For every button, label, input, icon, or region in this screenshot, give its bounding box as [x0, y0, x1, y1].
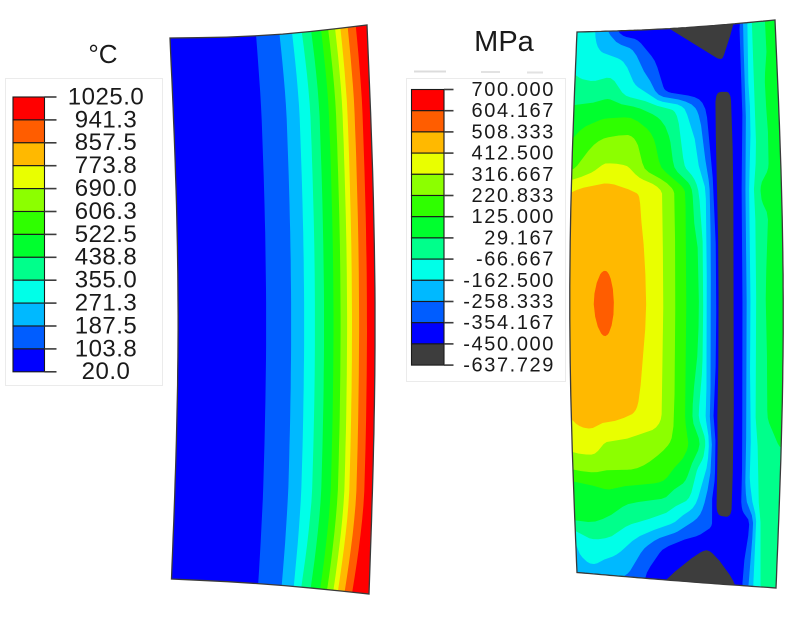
svg-text:125.000: 125.000	[472, 206, 556, 228]
svg-text:-258.333: -258.333	[463, 291, 555, 313]
svg-text:355.0: 355.0	[75, 267, 138, 294]
svg-text:-637.729: -637.729	[463, 355, 555, 377]
svg-text:103.8: 103.8	[75, 335, 138, 362]
svg-text:271.3: 271.3	[75, 290, 138, 317]
svg-text:MPa: MPa	[474, 26, 535, 58]
svg-text:773.8: 773.8	[75, 152, 138, 179]
svg-text:412.500: 412.500	[472, 143, 556, 165]
svg-text:187.5: 187.5	[75, 312, 138, 339]
svg-text:941.3: 941.3	[75, 106, 138, 133]
svg-text:438.8: 438.8	[75, 244, 138, 271]
svg-text:-354.167: -354.167	[463, 312, 555, 334]
svg-text:1025.0: 1025.0	[68, 83, 144, 110]
svg-text:700.000: 700.000	[472, 79, 556, 101]
svg-text:20.0: 20.0	[82, 358, 131, 385]
svg-text:316.667: 316.667	[472, 164, 556, 186]
svg-text:606.3: 606.3	[75, 198, 138, 225]
svg-text:857.5: 857.5	[75, 129, 138, 156]
svg-text:690.0: 690.0	[75, 175, 138, 202]
svg-text:522.5: 522.5	[75, 221, 138, 248]
svg-text:-66.667: -66.667	[476, 249, 555, 271]
svg-text:-162.500: -162.500	[463, 270, 555, 292]
svg-text:604.167: 604.167	[472, 100, 556, 122]
svg-text:-450.000: -450.000	[463, 333, 555, 355]
svg-text:220.833: 220.833	[472, 185, 556, 207]
svg-text:°C: °C	[88, 39, 117, 69]
svg-text:508.333: 508.333	[472, 121, 556, 143]
svg-text:29.167: 29.167	[484, 227, 555, 249]
